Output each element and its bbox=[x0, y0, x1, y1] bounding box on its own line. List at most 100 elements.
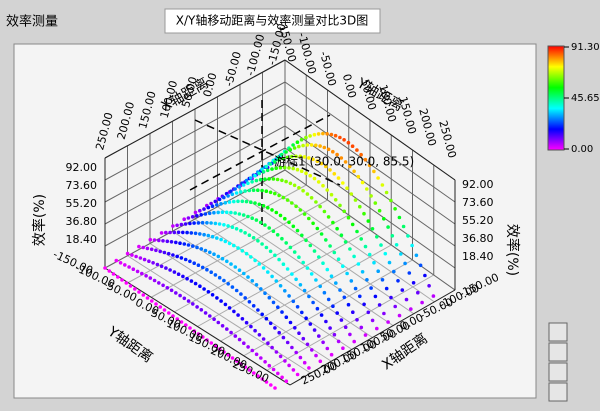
surface-dot bbox=[184, 323, 188, 327]
surface-dot bbox=[336, 257, 341, 262]
surface-dot bbox=[307, 156, 311, 160]
surface-dot bbox=[341, 346, 345, 351]
surface-dot bbox=[399, 252, 403, 256]
surface-dot bbox=[148, 276, 153, 280]
surface-dot bbox=[275, 233, 280, 237]
surface-dot bbox=[416, 290, 420, 295]
surface-dot bbox=[243, 231, 247, 235]
surface-dot bbox=[342, 295, 347, 300]
tick-label: 0.00 bbox=[340, 73, 359, 100]
surface-dot bbox=[302, 155, 307, 159]
plot-area bbox=[13, 43, 537, 399]
surface-dot bbox=[263, 360, 267, 364]
surface-dot bbox=[178, 241, 182, 245]
surface-dot bbox=[179, 222, 184, 227]
surface-dot bbox=[301, 143, 305, 148]
surface-dot bbox=[161, 239, 165, 243]
surface-dot bbox=[237, 268, 242, 273]
surface-dot bbox=[349, 279, 354, 283]
surface-dot bbox=[167, 311, 171, 315]
surface-dot bbox=[256, 308, 260, 312]
surface-dot bbox=[169, 288, 174, 293]
surface-dot bbox=[324, 164, 328, 169]
surface-dot bbox=[223, 239, 228, 244]
surface-dot bbox=[202, 207, 206, 211]
surface-dot bbox=[338, 135, 342, 140]
surface-dot bbox=[196, 332, 201, 336]
surface-dot bbox=[161, 283, 165, 288]
surface-dot bbox=[209, 201, 213, 206]
surface-dot bbox=[333, 198, 338, 202]
surface-dot bbox=[222, 223, 226, 227]
surface-dot bbox=[263, 177, 267, 181]
surface-dot bbox=[195, 305, 199, 309]
surface-dot bbox=[192, 261, 196, 266]
surface-dot bbox=[273, 253, 277, 258]
surface-dot bbox=[270, 274, 274, 279]
surface-dot bbox=[300, 233, 304, 238]
surface-dot bbox=[179, 320, 184, 324]
surface-dot bbox=[312, 132, 317, 137]
surface-dot bbox=[333, 133, 338, 138]
colorbar-tick-label: 0.00 bbox=[571, 144, 593, 155]
surface-dot bbox=[218, 347, 222, 351]
surface-dot bbox=[271, 367, 276, 372]
surface-dot bbox=[377, 303, 382, 307]
button[interactable] bbox=[548, 322, 568, 342]
surface-dot bbox=[134, 254, 138, 259]
grid-line bbox=[243, 259, 413, 357]
surface-dot bbox=[305, 192, 310, 196]
surface-dot bbox=[314, 278, 318, 282]
surface-dot bbox=[229, 210, 233, 215]
surface-dot bbox=[239, 228, 243, 233]
surface-dot bbox=[308, 173, 313, 178]
grid-line bbox=[104, 59, 286, 159]
surface-dot bbox=[240, 199, 245, 204]
button[interactable] bbox=[548, 382, 568, 402]
surface-dot bbox=[123, 263, 127, 267]
surface-dot bbox=[189, 231, 194, 235]
surface-dot bbox=[268, 190, 273, 195]
surface-dot bbox=[270, 208, 274, 212]
surface-dot bbox=[103, 266, 107, 270]
surface-dot bbox=[427, 284, 431, 288]
surface-dot bbox=[329, 132, 334, 137]
surface-dot bbox=[291, 299, 296, 304]
surface-dot bbox=[358, 294, 362, 299]
surface-dot bbox=[274, 210, 279, 215]
surface-dot bbox=[227, 241, 232, 246]
surface-dot bbox=[281, 262, 286, 267]
surface-dot bbox=[304, 135, 308, 140]
surface-dot bbox=[144, 274, 148, 278]
surface-dot bbox=[233, 187, 237, 191]
surface-dot bbox=[295, 140, 300, 144]
surface-dot bbox=[384, 190, 389, 195]
surface-dot bbox=[212, 317, 216, 322]
surface-dot bbox=[203, 311, 208, 315]
surface-dot bbox=[277, 158, 281, 162]
surface-dot bbox=[240, 249, 245, 253]
button[interactable] bbox=[548, 342, 568, 362]
tick-label: 73.60 bbox=[462, 196, 494, 209]
surface-dot bbox=[239, 362, 243, 366]
surface-dot bbox=[151, 261, 155, 265]
surface-dot bbox=[243, 296, 247, 300]
surface-dot bbox=[307, 366, 311, 370]
surface-dot bbox=[259, 356, 263, 360]
surface-dot bbox=[176, 272, 181, 277]
surface-dot bbox=[171, 224, 175, 228]
button[interactable] bbox=[548, 362, 568, 382]
surface-dot bbox=[275, 177, 280, 182]
surface-dot bbox=[247, 368, 252, 372]
surface-dot bbox=[403, 261, 407, 266]
surface-dot bbox=[295, 167, 300, 172]
surface-dot bbox=[280, 178, 284, 183]
surface-dot bbox=[164, 230, 168, 235]
surface-dot bbox=[138, 256, 143, 260]
surface-dot bbox=[315, 226, 320, 231]
surface-dot bbox=[284, 315, 289, 320]
surface-dot bbox=[133, 287, 137, 291]
surface-dot bbox=[359, 152, 363, 157]
surface-dot bbox=[264, 316, 269, 321]
surface-dot bbox=[219, 202, 223, 206]
